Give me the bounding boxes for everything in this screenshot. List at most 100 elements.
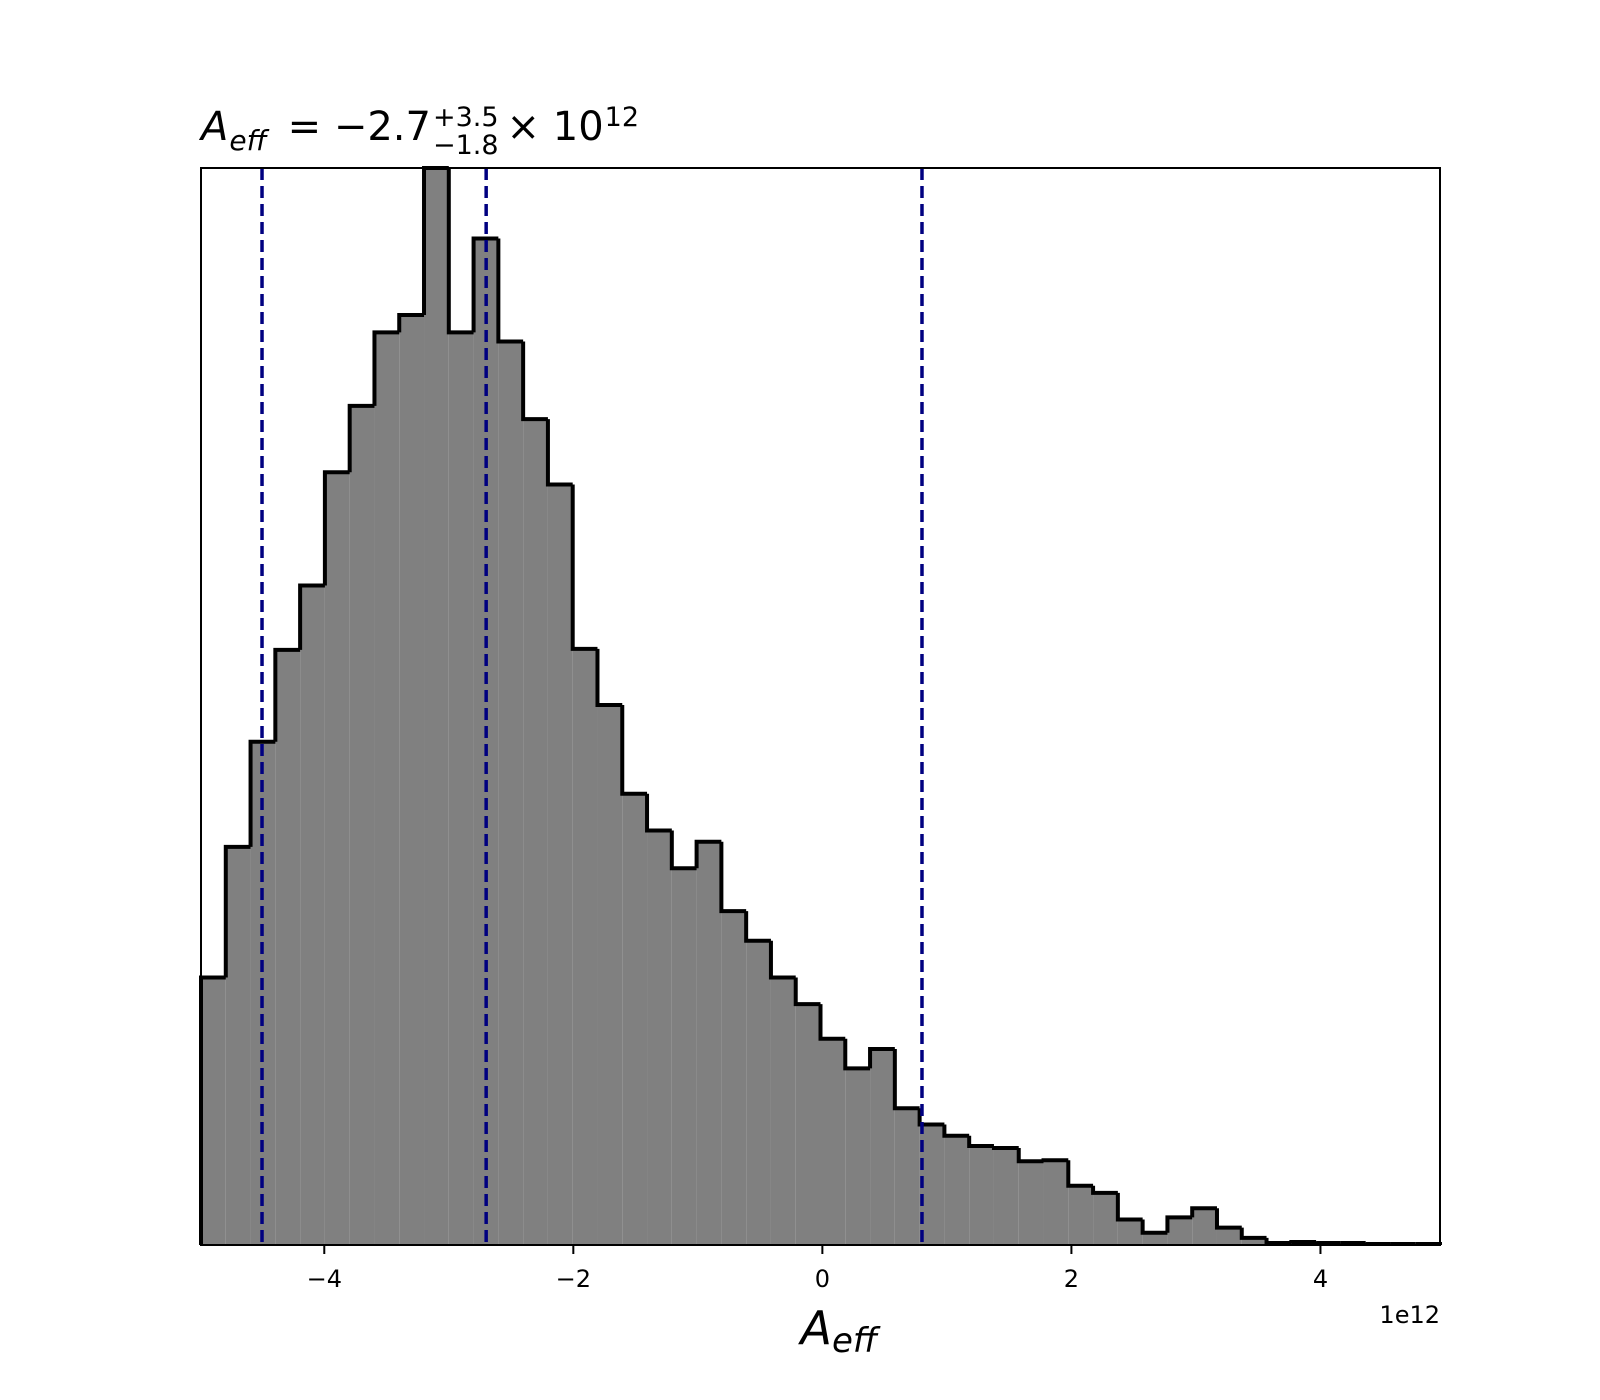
histogram-step xyxy=(1016,1148,1044,1164)
histogram-step xyxy=(1289,1239,1317,1244)
histogram-step xyxy=(1115,1192,1143,1222)
histogram-bar xyxy=(597,704,623,1245)
histogram-step xyxy=(620,704,648,796)
histogram-step xyxy=(1091,1185,1118,1195)
title-median: = −2.7 xyxy=(288,104,431,150)
histogram-step xyxy=(967,1135,994,1148)
histogram-step xyxy=(768,940,796,980)
histogram-bar xyxy=(1043,1160,1069,1245)
histogram-bar xyxy=(845,1068,871,1245)
histogram-step xyxy=(347,403,375,473)
histogram-bar xyxy=(993,1148,1019,1245)
histogram-step xyxy=(322,470,350,586)
histogram-step xyxy=(942,1124,970,1138)
x-tick-label: 4 xyxy=(1313,1265,1328,1293)
histogram-step xyxy=(917,1108,945,1127)
histogram-step xyxy=(818,1004,846,1041)
histogram-step xyxy=(1264,1237,1292,1245)
histogram-bar xyxy=(1167,1217,1193,1245)
histogram-bar xyxy=(944,1135,970,1245)
x-axis-label-subscript: eff xyxy=(832,1321,881,1361)
histogram-bar xyxy=(448,332,474,1245)
x-axis-label: Aeff xyxy=(798,1301,881,1361)
histogram-bar xyxy=(795,1004,821,1245)
histogram-bar xyxy=(324,472,350,1245)
histogram-bar xyxy=(225,846,251,1245)
x-tick-label: 0 xyxy=(815,1265,830,1293)
histogram-bar xyxy=(969,1145,994,1245)
histogram-bar xyxy=(523,419,548,1245)
histogram-bar xyxy=(746,940,771,1245)
x-tick-label: 2 xyxy=(1064,1265,1079,1293)
histogram-step xyxy=(1214,1208,1242,1230)
histogram-bar xyxy=(1216,1227,1242,1245)
histogram-bar xyxy=(770,977,796,1245)
histogram-step xyxy=(496,238,524,344)
histogram-bar xyxy=(820,1038,846,1245)
histogram-step xyxy=(1190,1206,1217,1218)
histogram-bar xyxy=(1142,1232,1168,1245)
histogram-step xyxy=(471,236,499,333)
title-exponent: 12 xyxy=(605,102,639,133)
histogram-step xyxy=(248,739,276,847)
histogram-step xyxy=(669,830,697,871)
histogram-bar xyxy=(547,484,573,1245)
histogram-bar xyxy=(647,830,672,1245)
histogram-step xyxy=(372,330,400,406)
histogram-bar xyxy=(201,977,226,1245)
histogram-step xyxy=(694,839,722,869)
histogram-bar xyxy=(919,1124,945,1245)
x-tick-label: −4 xyxy=(307,1265,342,1293)
histogram-step xyxy=(719,841,747,914)
histogram-step xyxy=(744,911,771,943)
histogram-step xyxy=(843,1038,871,1071)
title-times: × 10 xyxy=(507,104,604,150)
histogram-step xyxy=(1239,1227,1267,1240)
histogram-step xyxy=(545,419,573,487)
histogram-bar xyxy=(275,649,301,1245)
histogram-bar xyxy=(1018,1161,1044,1245)
histogram-bar xyxy=(399,315,425,1246)
title-lower: −1.8 xyxy=(433,130,499,161)
histogram-bar xyxy=(870,1048,895,1245)
histogram-bar xyxy=(1192,1208,1217,1245)
histogram-bar xyxy=(894,1108,920,1245)
histogram-step xyxy=(570,484,598,651)
histogram-step xyxy=(1066,1160,1094,1188)
histogram-bar xyxy=(721,911,747,1245)
histogram-step xyxy=(1165,1215,1193,1233)
histogram-bar xyxy=(696,841,722,1245)
histogram-step xyxy=(521,341,548,422)
histogram-step xyxy=(1314,1240,1341,1245)
histogram-bar xyxy=(300,585,325,1245)
histogram-step xyxy=(793,977,821,1007)
histogram-bar xyxy=(572,648,598,1245)
x-offset-label: 1e12 xyxy=(1379,1301,1440,1329)
histogram-step xyxy=(1140,1219,1168,1235)
histogram-bar xyxy=(671,868,697,1245)
histogram-bar xyxy=(498,341,524,1245)
histogram-step xyxy=(446,168,474,335)
histogram-bar xyxy=(424,168,449,1245)
histogram-step xyxy=(868,1047,895,1069)
histogram-step xyxy=(1363,1241,1391,1246)
histogram-bar xyxy=(1093,1192,1118,1245)
title-symbol: A xyxy=(198,104,228,150)
x-tick-label: −2 xyxy=(556,1265,591,1293)
histogram-bar xyxy=(622,793,648,1245)
histogram-step xyxy=(298,583,325,650)
histogram-step xyxy=(991,1145,1019,1151)
title-subscript: eff xyxy=(229,124,269,157)
histogram-bar xyxy=(1117,1219,1143,1245)
histogram-step xyxy=(892,1049,920,1111)
histogram-bar xyxy=(1068,1185,1094,1245)
histogram-step xyxy=(645,793,672,833)
x-axis-label-symbol: A xyxy=(798,1301,832,1355)
histogram-step xyxy=(223,844,251,978)
title-upper: +3.5 xyxy=(433,102,499,133)
histogram-bar xyxy=(374,332,400,1245)
plot-frame xyxy=(200,167,1441,1246)
histogram-bar xyxy=(349,405,375,1245)
histogram-step xyxy=(273,647,301,742)
